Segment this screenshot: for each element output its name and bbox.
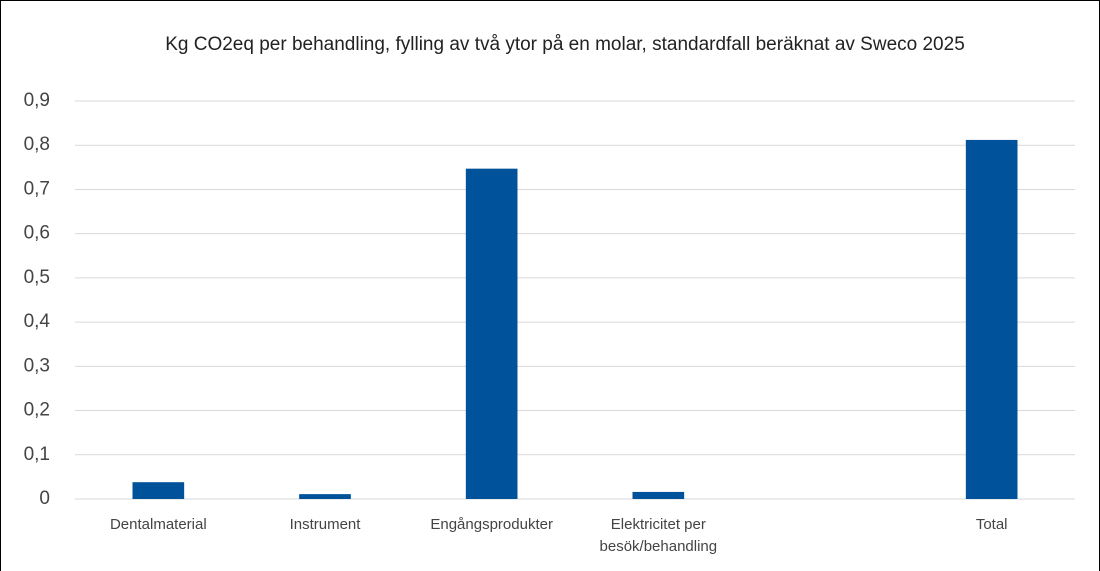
x-tick-label: Engångsprodukter: [430, 516, 553, 533]
bar: [965, 139, 1018, 499]
bar: [632, 491, 685, 499]
bar: [299, 494, 351, 499]
y-tick-label: 0,2: [24, 400, 50, 421]
bar: [465, 168, 518, 499]
y-tick-label: 0,8: [24, 134, 50, 155]
x-tick-label: Instrument: [289, 516, 361, 533]
y-tick-label: 0,7: [24, 178, 50, 199]
y-tick-label: 0,5: [24, 267, 50, 288]
y-tick-label: 0: [39, 488, 50, 509]
x-tick-label: Elektricitet per besök/behandling: [599, 516, 718, 555]
y-tick-label: 0,3: [24, 355, 50, 376]
chart-title: Kg CO2eq per behandling, fylling av två …: [165, 34, 965, 55]
y-tick-label: 0,9: [24, 90, 50, 111]
x-tick-label: Dentalmaterial: [109, 516, 207, 533]
x-tick-label: Total: [975, 516, 1008, 533]
y-tick-label: 0,1: [24, 444, 50, 465]
bar: [132, 482, 185, 499]
y-tick-label: 0,6: [24, 223, 50, 244]
y-tick-label: 0,4: [24, 311, 51, 332]
